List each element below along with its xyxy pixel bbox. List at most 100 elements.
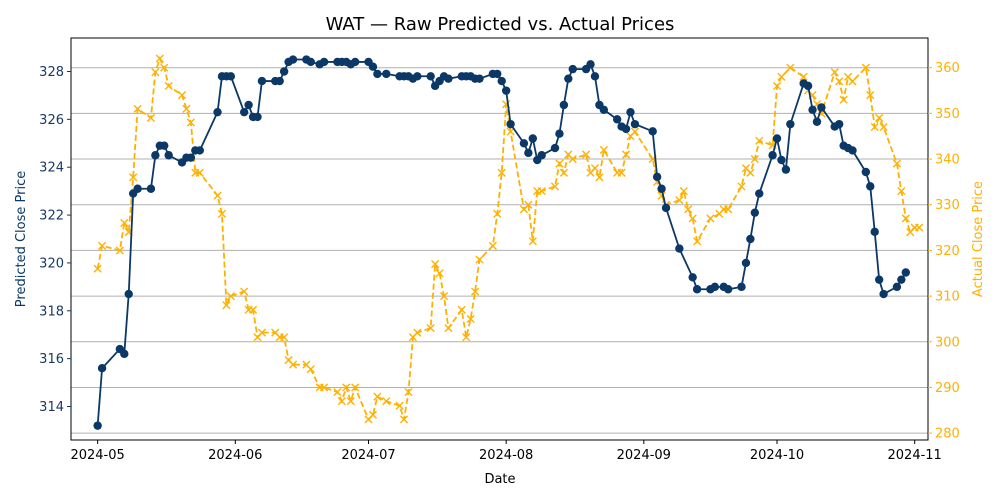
- predicted-point: [319, 57, 329, 67]
- predicted-point: [146, 184, 156, 193]
- y-right-tick-label: 350: [935, 107, 960, 122]
- actual-point: [777, 72, 786, 81]
- actual-point: [506, 127, 515, 136]
- actual-point: [431, 260, 440, 269]
- actual-point: [151, 68, 160, 77]
- predicted-point: [688, 273, 697, 282]
- actual-point: [93, 264, 102, 273]
- predicted-point: [279, 67, 289, 76]
- y-right-tick-label: 300: [935, 335, 960, 350]
- predicted-point: [524, 148, 533, 158]
- predicted-point: [746, 234, 755, 244]
- actual-point: [177, 91, 187, 100]
- y-right-tick-label: 290: [935, 381, 960, 396]
- predicted-point: [741, 258, 751, 268]
- y-axis-right: 280 290 300 310 320 330 340 350 360: [928, 61, 960, 442]
- actual-point: [750, 154, 759, 164]
- predicted-point: [870, 227, 879, 237]
- actual-point: [457, 305, 466, 314]
- y-axis-right-label: Actual Close Price: [971, 181, 986, 297]
- actual-point: [320, 383, 329, 392]
- predicted-point: [97, 364, 107, 373]
- actual-point: [630, 127, 640, 136]
- x-tick-label: 2024-07: [341, 448, 395, 463]
- actual-point: [555, 159, 564, 168]
- actual-point: [746, 168, 755, 177]
- predicted-point: [519, 139, 529, 148]
- y-right-tick-label: 360: [935, 61, 960, 76]
- y-right-tick-label: 340: [935, 153, 960, 168]
- predicted-series: [93, 55, 910, 430]
- actual-point: [621, 150, 631, 159]
- predicted-point: [497, 76, 506, 86]
- actual-point: [120, 218, 129, 228]
- actual-point: [164, 81, 173, 91]
- predicted-point: [506, 119, 515, 129]
- actual-point: [866, 91, 875, 100]
- actual-point: [799, 72, 808, 81]
- actual-point: [497, 168, 506, 177]
- actual-point: [413, 328, 422, 337]
- actual-point: [337, 397, 346, 406]
- gridlines: [71, 67, 928, 434]
- actual-point: [333, 387, 342, 397]
- actual-point: [550, 182, 560, 191]
- predicted-point: [848, 146, 857, 155]
- actual-point: [257, 328, 267, 337]
- actual-point: [839, 95, 848, 104]
- predicted-point: [382, 69, 391, 79]
- actual-point: [524, 200, 533, 209]
- actual-point: [399, 415, 409, 424]
- predicted-point: [426, 72, 435, 81]
- predicted-point: [812, 117, 822, 126]
- predicted-point: [786, 119, 795, 129]
- predicted-point: [164, 151, 173, 160]
- predicted-point: [817, 103, 826, 112]
- predicted-point: [692, 285, 702, 294]
- actual-point: [870, 122, 879, 132]
- predicted-point: [444, 74, 453, 83]
- actual-point: [133, 104, 142, 113]
- actual-point: [772, 81, 782, 91]
- predicted-point: [630, 119, 640, 129]
- predicted-point: [568, 64, 577, 74]
- actual-point: [706, 214, 715, 223]
- predicted-point: [874, 275, 884, 284]
- actual-point: [786, 63, 795, 72]
- actual-point: [693, 237, 702, 246]
- predicted-point: [803, 81, 813, 91]
- predicted-point: [621, 124, 631, 134]
- actual-point: [368, 410, 378, 419]
- y-left-tick-label: 328: [39, 65, 64, 80]
- actual-point: [724, 205, 733, 214]
- actual-point: [373, 392, 382, 401]
- predicted-point: [244, 100, 253, 110]
- actual-point: [240, 287, 249, 296]
- predicted-point: [186, 153, 196, 162]
- predicted-point: [781, 165, 791, 174]
- predicted-point: [133, 184, 142, 193]
- predicted-point: [239, 107, 249, 117]
- predicted-point: [537, 151, 546, 160]
- predicted-point: [768, 151, 777, 160]
- y-left-tick-label: 322: [39, 209, 64, 224]
- predicted-point: [777, 155, 786, 165]
- actual-point: [222, 301, 231, 310]
- actual-point: [129, 173, 138, 182]
- predicted-point: [723, 285, 733, 294]
- actual-point: [435, 269, 444, 278]
- predicted-point: [288, 55, 298, 64]
- predicted-point: [120, 349, 129, 359]
- predicted-point: [737, 282, 746, 292]
- x-axis: 2024-05 2024-06 2024-07 2024-08 2024-09 2024-…: [70, 440, 942, 463]
- plot-frame: [70, 37, 929, 441]
- actual-point: [755, 136, 764, 145]
- predicted-point: [559, 100, 569, 110]
- actual-point: [897, 186, 906, 196]
- actual-point: [861, 63, 870, 72]
- predicted-point: [897, 275, 906, 284]
- y-left-tick-label: 318: [39, 304, 64, 319]
- actual-point: [288, 360, 298, 369]
- actual-point: [493, 209, 502, 218]
